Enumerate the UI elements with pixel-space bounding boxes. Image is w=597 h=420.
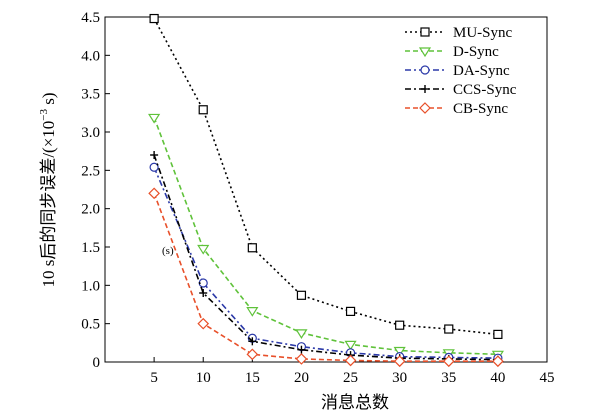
series-line-d-sync <box>153 117 498 356</box>
series-line-cb-sync <box>153 193 498 363</box>
x-tick-label: 30 <box>392 370 407 386</box>
legend-marker <box>421 85 429 93</box>
x-tick-label: 45 <box>540 370 555 386</box>
y-axis-title-sup: −3 <box>38 108 50 120</box>
y-axis-title-main: 10 s后的同步误差/(×10 <box>39 121 58 288</box>
data-point-cb-sync <box>197 317 210 330</box>
y-tick-label: 4.0 <box>81 48 100 64</box>
y-tick-label: 2.0 <box>81 202 100 218</box>
data-point-d-sync <box>295 329 308 339</box>
data-point-mu-sync <box>149 13 159 24</box>
series-line-mu-sync <box>153 18 498 336</box>
y-tick-label: 0 <box>93 355 101 371</box>
series-cb-sync <box>148 187 504 368</box>
y-tick-label: 0.5 <box>81 317 100 333</box>
x-tick-label: 5 <box>150 370 158 386</box>
data-point-mu-sync <box>444 324 454 334</box>
legend-marker <box>420 65 430 75</box>
legend-item-mu-sync: MU-Sync <box>405 25 513 41</box>
legend-label: CB-Sync <box>453 101 508 117</box>
y-tick-label: 3.0 <box>81 125 100 141</box>
x-tick-label: 40 <box>490 370 505 386</box>
legend-marker <box>419 102 431 114</box>
x-axis-title: 消息总数 <box>321 393 389 412</box>
y-axis-title-tail: s) <box>39 92 58 109</box>
axis-ticks: 5 10 15 20 25 30 35 40 45 0 0.5 1.0 1.5 2.0 2.5 3.0 3.5 4… <box>81 10 554 386</box>
legend-item-cb-sync: CB-Sync <box>405 101 508 117</box>
y-axis-title: 10 s后的同步误差/(×10−3 s) <box>38 92 58 287</box>
x-tick-label: 25 <box>343 370 358 386</box>
data-point-mu-sync <box>493 329 503 339</box>
y-tick-label: 2.5 <box>81 163 100 179</box>
data-point-d-sync <box>148 113 161 124</box>
legend-label: DA-Sync <box>453 63 510 79</box>
y-tick-label: 4.5 <box>81 10 100 26</box>
series-line-ccs-sync <box>153 154 498 361</box>
data-point-cb-sync <box>148 187 160 200</box>
data-point-cb-sync <box>442 355 455 368</box>
data-point-ccs-sync <box>297 345 306 354</box>
data-point-ccs-sync <box>248 337 257 346</box>
legend-item-ccs-sync: CCS-Sync <box>405 82 517 98</box>
legend-marker <box>420 27 430 37</box>
series-layer <box>148 13 504 368</box>
data-point-cb-sync <box>492 355 504 368</box>
plot-frame <box>104 16 548 363</box>
y-tick-label: 1.0 <box>81 278 100 294</box>
data-point-mu-sync <box>395 320 405 330</box>
data-point-mu-sync <box>198 105 208 115</box>
data-point-ccs-sync <box>199 289 208 297</box>
legend-item-d-sync: D-Sync <box>405 44 499 60</box>
x-tick-label: 10 <box>196 370 211 386</box>
data-point-cb-sync <box>246 348 259 361</box>
legend-marker <box>418 47 432 58</box>
legend: MU-Sync D-Sync DA-Sync CCS-Sync CB-Sync <box>405 25 517 117</box>
series-mu-sync <box>149 13 503 339</box>
x-tick-label: 15 <box>245 370 260 386</box>
data-point-d-sync <box>344 340 357 351</box>
data-point-d-sync <box>197 244 210 255</box>
legend-label: CCS-Sync <box>453 82 517 98</box>
data-point-ccs-sync <box>150 151 159 159</box>
legend-label: MU-Sync <box>453 25 513 41</box>
data-point-mu-sync <box>247 243 257 253</box>
legend-item-da-sync: DA-Sync <box>405 63 510 79</box>
annotation: (s) <box>162 245 174 257</box>
data-point-cb-sync <box>344 354 357 367</box>
data-point-cb-sync <box>295 353 308 365</box>
data-point-mu-sync <box>296 290 307 300</box>
y-tick-label: 1.5 <box>81 240 100 256</box>
data-point-mu-sync <box>345 306 356 316</box>
data-point-d-sync <box>393 346 406 357</box>
data-point-d-sync <box>246 307 259 317</box>
y-tick-label: 3.5 <box>81 87 100 103</box>
data-point-cb-sync <box>393 355 406 368</box>
data-point-da-sync <box>149 162 159 172</box>
plot-area <box>104 16 548 363</box>
legend-label: D-Sync <box>453 44 499 60</box>
x-tick-label: 35 <box>441 370 456 386</box>
x-tick-label: 20 <box>294 370 309 386</box>
